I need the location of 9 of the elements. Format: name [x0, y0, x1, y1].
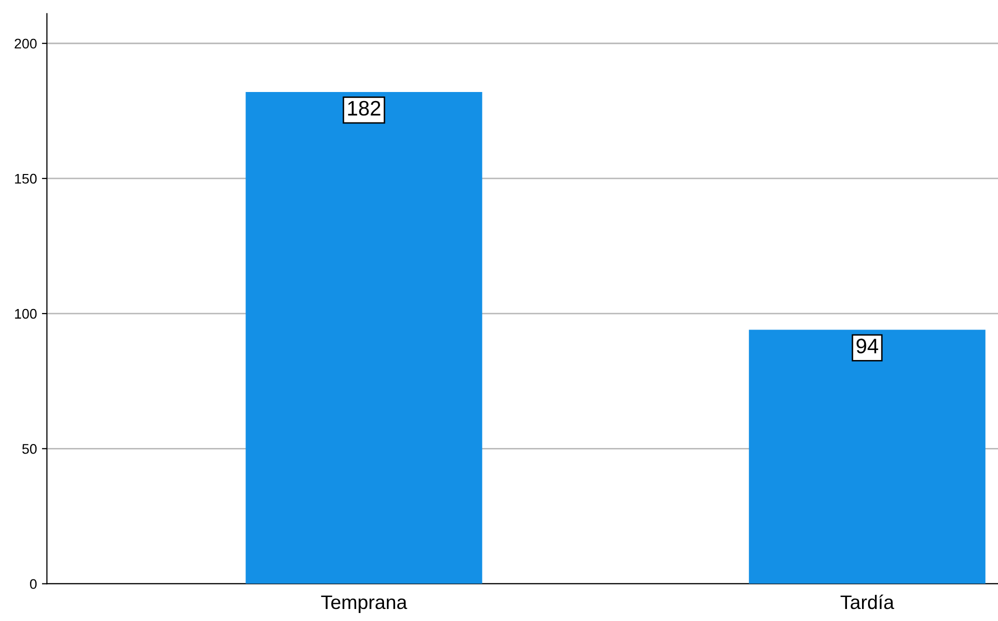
- y-tick-label: 0: [30, 579, 37, 589]
- x-tick-label: Tardía: [840, 594, 894, 610]
- y-tick-label: 100: [15, 308, 37, 319]
- data-label: 182: [348, 100, 380, 116]
- x-tick-label: Temprana: [321, 596, 408, 613]
- y-tick-label: 150: [15, 174, 37, 184]
- y-tick-label: 50: [22, 444, 37, 454]
- data-label: 94: [856, 338, 878, 354]
- y-tick-label: 200: [14, 38, 37, 49]
